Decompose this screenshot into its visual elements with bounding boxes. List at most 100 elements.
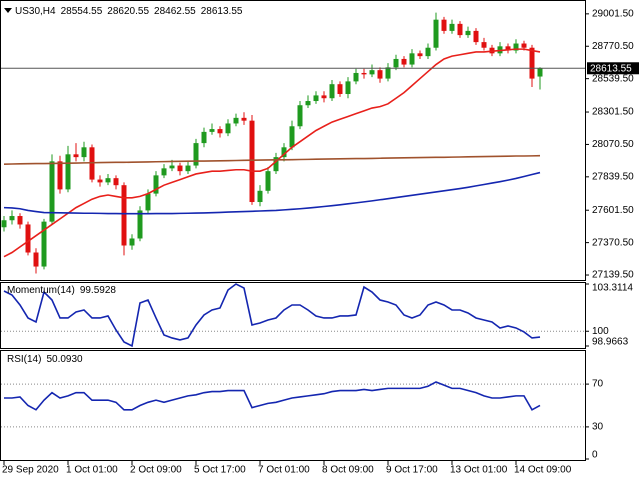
- x-tick-label: 13 Oct 01:00: [450, 465, 508, 476]
- candle-body: [65, 154, 71, 190]
- candle-body: [481, 42, 487, 48]
- candle-body: [17, 216, 23, 225]
- candle-body: [49, 161, 55, 222]
- candle-body: [425, 47, 431, 57]
- candle-body: [265, 171, 271, 191]
- moving-average: [3, 171, 541, 215]
- x-tick-label: 14 Oct 09:00: [514, 465, 572, 476]
- candle-body: [25, 224, 31, 253]
- candle-body: [409, 53, 415, 65]
- candle-body: [473, 30, 479, 43]
- candle-body: [281, 147, 287, 158]
- candle-body: [1, 220, 7, 228]
- y-tick-label: 100: [592, 326, 609, 337]
- candle-body: [377, 70, 383, 79]
- momentum-header: Momentum(14) 99.5928: [7, 285, 116, 296]
- close-value: 28613.55: [201, 6, 243, 17]
- candle-body: [105, 178, 111, 183]
- candle-body: [521, 43, 527, 48]
- y-tick-label: 0: [592, 450, 598, 461]
- y-tick-label: 103.3114: [592, 283, 633, 294]
- current-price-box: [587, 62, 639, 75]
- x-tick-label: 2 Oct 09:00: [130, 465, 182, 476]
- candle-body: [321, 95, 327, 99]
- candle-body: [225, 123, 231, 134]
- candle-body: [457, 23, 463, 36]
- candle-body: [9, 216, 15, 221]
- candle-body: [297, 105, 303, 127]
- momentum-last: 99.5928: [80, 285, 117, 296]
- main-panel-frame: [0, 0, 586, 281]
- y-tick-label: 28301.50: [592, 107, 634, 118]
- moving-average: [3, 154, 541, 165]
- candle-body: [217, 129, 223, 134]
- candle-body: [513, 43, 519, 51]
- candle-body: [353, 72, 359, 82]
- y-tick-label: 28770.50: [592, 41, 634, 52]
- candle-body: [201, 131, 207, 144]
- y-tick-label: 98.9663: [592, 337, 629, 348]
- menu-triangle[interactable]: [4, 8, 12, 13]
- candle-body: [465, 30, 471, 36]
- candle-body: [129, 238, 135, 246]
- candle-body: [121, 185, 127, 246]
- candle-body: [257, 190, 263, 203]
- y-tick-label: 29001.50: [592, 8, 634, 19]
- candle-body: [169, 165, 175, 169]
- x-tick-label: 7 Oct 01:00: [258, 465, 310, 476]
- candle-body: [209, 129, 215, 132]
- x-tick-label: 1 Oct 01:00: [66, 465, 118, 476]
- candle-body: [249, 120, 255, 203]
- candle-body: [137, 210, 143, 239]
- candle-body: [185, 165, 191, 172]
- rsi-header: RSI(14) 50.0930: [7, 354, 83, 365]
- open-value: 28554.55: [61, 6, 103, 17]
- x-tick-label: 9 Oct 17:00: [386, 465, 438, 476]
- x-tick-label: 29 Sep 2020: [2, 465, 59, 476]
- y-tick-label: 28070.50: [592, 139, 634, 150]
- candle-body: [81, 147, 87, 158]
- y-tick-label: 27370.50: [592, 237, 634, 248]
- y-tick-label: 27839.50: [592, 171, 634, 182]
- candle-body: [385, 67, 391, 79]
- candle-body: [433, 19, 439, 48]
- rsi-last: 50.0930: [46, 354, 83, 365]
- y-tick-label: 27601.50: [592, 205, 634, 216]
- candle-body: [505, 46, 511, 51]
- candle-body: [345, 81, 351, 95]
- candle-body: [337, 84, 343, 95]
- candle-body: [241, 117, 247, 121]
- x-tick-label: 8 Oct 09:00: [322, 465, 374, 476]
- candle-body: [161, 168, 167, 176]
- candle-body: [177, 165, 183, 172]
- y-tick-label: 27139.50: [592, 270, 634, 281]
- momentum-panel-frame: [0, 282, 586, 349]
- candle-body: [73, 154, 79, 158]
- candle-body: [393, 58, 399, 68]
- candle-body: [417, 53, 423, 57]
- candle-body: [193, 143, 199, 166]
- indicator-line: [4, 381, 541, 411]
- chart-header: US30,H4 28554.55 28620.55 28462.55 28613.55: [15, 6, 243, 17]
- candle-body: [113, 178, 119, 186]
- rsi-panel-frame: [0, 350, 586, 461]
- candle-body: [329, 84, 335, 99]
- high-value: 28620.55: [107, 6, 149, 17]
- current-price-label: 28613.55: [590, 63, 632, 74]
- x-tick-label: 5 Oct 17:00: [194, 465, 246, 476]
- momentum-title: Momentum(14): [7, 285, 75, 296]
- y-tick-label: 28539.50: [592, 73, 634, 84]
- candle-body: [233, 117, 239, 124]
- y-tick-label: 70: [592, 379, 604, 390]
- indicator-line: [3, 283, 541, 348]
- y-tick-label: 30: [592, 422, 604, 433]
- candle-body: [361, 72, 367, 75]
- plot-layer: 29001.50 28770.50 28539.50 28301.50 28070.50…: [1, 8, 639, 476]
- candle-body: [57, 161, 63, 190]
- candle-body: [41, 221, 47, 267]
- candle-body: [97, 179, 103, 183]
- moving-average: [3, 48, 541, 258]
